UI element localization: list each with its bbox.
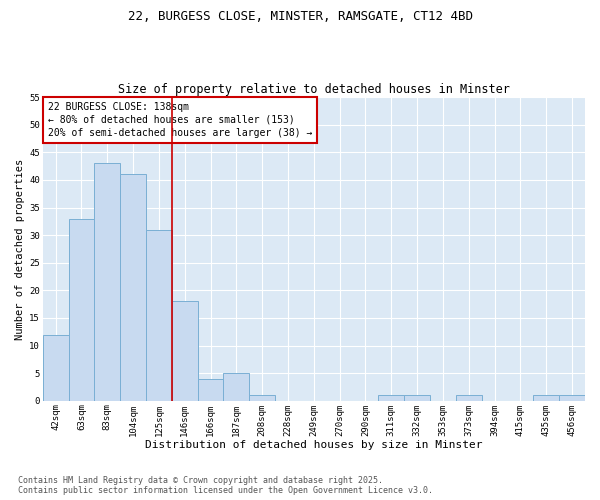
Bar xyxy=(456,396,482,401)
Bar xyxy=(94,164,120,401)
Bar xyxy=(404,396,430,401)
Text: 22 BURGESS CLOSE: 138sqm
← 80% of detached houses are smaller (153)
20% of semi-: 22 BURGESS CLOSE: 138sqm ← 80% of detach… xyxy=(48,102,313,138)
Title: Size of property relative to detached houses in Minster: Size of property relative to detached ho… xyxy=(118,83,510,96)
Bar xyxy=(379,396,404,401)
X-axis label: Distribution of detached houses by size in Minster: Distribution of detached houses by size … xyxy=(145,440,482,450)
Bar xyxy=(43,334,68,401)
Bar xyxy=(223,373,249,401)
Text: Contains HM Land Registry data © Crown copyright and database right 2025.
Contai: Contains HM Land Registry data © Crown c… xyxy=(18,476,433,495)
Bar xyxy=(68,218,94,401)
Bar xyxy=(146,230,172,401)
Bar xyxy=(172,302,197,401)
Text: 22, BURGESS CLOSE, MINSTER, RAMSGATE, CT12 4BD: 22, BURGESS CLOSE, MINSTER, RAMSGATE, CT… xyxy=(128,10,473,23)
Bar xyxy=(197,378,223,401)
Y-axis label: Number of detached properties: Number of detached properties xyxy=(15,158,25,340)
Bar xyxy=(559,396,585,401)
Bar xyxy=(120,174,146,401)
Bar xyxy=(249,396,275,401)
Bar xyxy=(533,396,559,401)
